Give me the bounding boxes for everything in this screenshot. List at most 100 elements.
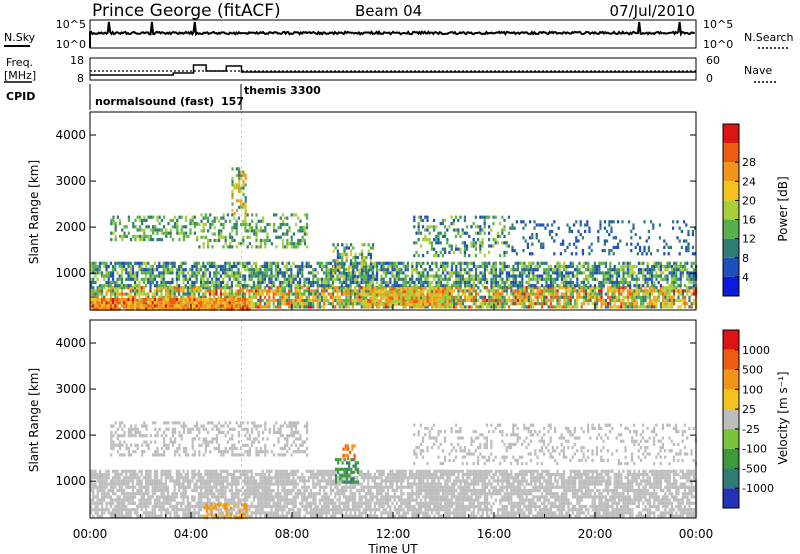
power-cell-0 [204,292,207,296]
power-cell-4 [242,235,245,239]
power-cell-7 [503,225,506,229]
power-cell-1 [334,268,337,272]
power-cell-0 [318,292,321,296]
power-cell-1 [316,271,319,275]
power-cell-8 [683,220,686,224]
power-cell-0 [272,305,275,309]
power-cell-0 [662,302,665,306]
power-cell-1 [270,271,273,275]
power-cell-1 [195,268,198,272]
power-cell-8 [614,245,617,249]
power-cell-1 [622,274,625,278]
power-cell-9 [419,299,423,303]
power-cell-0 [503,302,506,306]
power-cell-1 [483,274,486,278]
power-cell-8 [643,249,646,253]
power-cell-4 [207,216,210,220]
power-cell-1 [389,277,392,281]
power-cell-0 [160,302,163,306]
power-cell-1 [631,274,634,278]
power-cell-1 [290,280,293,285]
power-cell-8 [691,245,694,249]
power-cell-0 [552,286,555,290]
power-cell-8 [663,252,666,256]
power-cell-0 [349,295,352,299]
power-cell-0 [574,298,577,303]
power-cell-0 [389,305,392,309]
power-cell-1 [301,261,304,265]
power-cell-0 [301,295,304,299]
power-cell-1 [211,284,214,288]
power-cell-8 [610,229,613,233]
power-cell-1 [582,277,585,281]
power-cell-0 [554,295,557,299]
power-cell-1 [380,277,383,281]
power-cell-0 [459,295,462,299]
power-cell-1 [224,271,227,275]
power-cell-0 [536,295,539,299]
power-cell-0 [620,286,623,290]
velocity-cell-0 [127,511,130,515]
velocity-cell-0 [127,482,130,486]
power-cell-0 [633,289,636,293]
velocity-cell-0 [173,514,176,518]
velocity-cell-0 [127,495,130,499]
power-cell-0 [175,289,178,293]
power-cell-9 [404,303,407,307]
power-cell-1 [556,268,559,272]
power-cell-4 [262,216,265,220]
power-cell-0 [151,292,154,296]
power-cell-1 [640,284,643,288]
power-cell-7 [444,231,447,235]
power-cell-7 [428,231,431,235]
power-cell-9 [406,299,409,303]
power-cell-7 [446,228,449,232]
power-cell-9 [393,293,396,297]
power-cell-2 [123,301,126,305]
power-cell-0 [519,292,522,296]
power-cell-2 [215,301,218,305]
power-cell-0 [439,305,442,309]
power-cell-1 [673,271,676,275]
power-cell-1 [197,268,200,272]
power-cell-1 [398,268,401,272]
power-cell-0 [250,298,253,303]
power-cell-5 [240,186,243,190]
power-cell-7 [488,238,491,242]
power-cell-0 [90,289,93,293]
power-cell-0 [626,295,629,299]
power-cell-7 [481,238,484,242]
power-cell-0 [118,292,121,296]
power-cell-0 [536,286,539,290]
power-cell-1 [354,271,357,275]
power-cell-7 [477,238,480,242]
power-cell-0 [574,289,577,293]
power-cell-2 [90,298,93,302]
power-cell-1 [224,284,227,288]
power-cell-6 [350,275,353,279]
velocity-cell-0 [153,498,156,502]
power-cell-2 [189,304,192,308]
power-cell-4 [229,235,232,239]
power-cell-3 [176,228,179,232]
power-cell-1 [406,274,409,278]
power-cell-4 [259,219,262,223]
power-cell-1 [268,274,271,278]
power-cell-1 [299,268,302,272]
power-cell-2 [213,304,216,308]
velocity-cell-0 [98,472,101,477]
power-cell-1 [178,271,181,275]
power-cell-0 [475,292,478,296]
power-cell-1 [547,274,550,278]
power-cell-2 [107,304,110,308]
velocity-cell-0 [90,485,93,489]
power-cell-0 [255,305,258,309]
power-cell-1 [677,277,680,281]
power-cell-0 [635,289,638,293]
velocity-cell-0 [92,514,95,518]
power-cell-0 [351,302,354,306]
velocity-cell-0 [134,511,137,515]
power-cell-0 [318,305,321,309]
power-cell-0 [268,292,271,296]
velocity-cell-0 [138,476,141,480]
